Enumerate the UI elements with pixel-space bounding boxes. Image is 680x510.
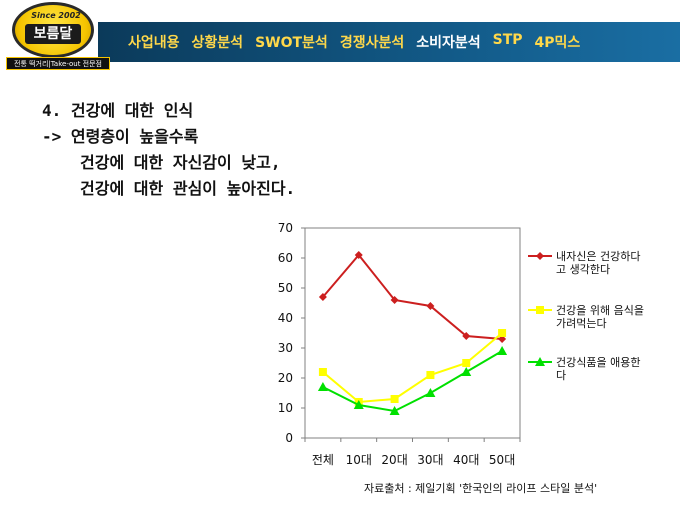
header: 사업내용 상황분석 SWOT분석 경쟁사분석 소비자분석 STP 4P믹스 Si… xyxy=(0,0,680,74)
legend-label: 가려먹는다 xyxy=(556,317,607,330)
logo-since: Since 2002 xyxy=(31,11,81,20)
text-line-1: -> 연령층이 높을수록 xyxy=(42,127,199,146)
series-line-1 xyxy=(322,253,503,340)
text-line-3: 건강에 대한 관심이 높아진다. xyxy=(80,179,296,198)
legend-marker-1 xyxy=(536,252,544,260)
nav-item-competitor[interactable]: 경쟁사분석 xyxy=(339,35,405,51)
series-3-point xyxy=(317,382,328,391)
text-line-2: 건강에 대한 자신감이 낮고, xyxy=(80,153,281,172)
y-tick-label: 50 xyxy=(278,281,293,295)
logo: Since 2002 보름달 전통 떡거리|Take-out 전문점 xyxy=(6,2,110,70)
nav-item-stp[interactable]: STP xyxy=(492,32,523,48)
x-tick-label: 50대 xyxy=(489,453,515,467)
legend-label: 건강식품을 애용한 xyxy=(556,356,640,369)
legend-marker-2 xyxy=(536,306,544,314)
nav-item-consumer[interactable]: 소비자분석 xyxy=(416,35,481,51)
nav-item-4p[interactable]: 4P믹스 xyxy=(534,35,581,51)
legend-label: 건강을 위해 음식을 xyxy=(556,303,644,317)
series-2-point xyxy=(498,329,507,337)
nav-item-swot[interactable]: SWOT분석 xyxy=(255,35,328,51)
x-tick-label: 전체 xyxy=(312,453,334,467)
y-tick-label: 70 xyxy=(278,221,293,235)
nav-item-business[interactable]: 사업내용 xyxy=(128,35,180,51)
nav-item-situation[interactable]: 상황분석 xyxy=(191,35,244,51)
legend-label: 고 생각한다 xyxy=(556,263,610,276)
logo-name: 보름달 xyxy=(25,24,81,44)
section-heading: 4. 건강에 대한 인식 xyxy=(42,101,194,120)
series-2-point xyxy=(390,395,399,403)
x-tick-label: 20대 xyxy=(381,453,407,467)
logo-tagline: 전통 떡거리|Take-out 전문점 xyxy=(6,57,110,70)
top-nav: 사업내용 상황분석 SWOT분석 경쟁사분석 소비자분석 STP 4P믹스 xyxy=(128,32,592,52)
x-tick-label: 30대 xyxy=(417,453,443,467)
series-line-2 xyxy=(322,332,503,404)
content-text: 4. 건강에 대한 인식 -> 연령층이 높을수록 건강에 대한 자신감이 낮고… xyxy=(42,98,295,202)
y-tick-label: 10 xyxy=(278,401,293,415)
series-3-point xyxy=(389,406,400,415)
plot-area xyxy=(304,227,521,439)
y-tick-label: 0 xyxy=(285,431,293,445)
series-2-point xyxy=(318,368,327,376)
series-1-point xyxy=(354,251,363,259)
header-band xyxy=(98,22,680,62)
series-1-point xyxy=(318,293,327,301)
series-1-point xyxy=(462,332,471,340)
logo-badge: Since 2002 보름달 xyxy=(12,2,94,58)
series-3-point xyxy=(497,346,508,355)
series-2-point xyxy=(462,359,471,367)
series-3-point xyxy=(425,388,436,397)
y-tick-label: 60 xyxy=(278,251,293,265)
series-1-point xyxy=(426,302,435,310)
series-line-3 xyxy=(322,350,503,413)
y-tick-label: 30 xyxy=(278,341,293,355)
legend-label: 다 xyxy=(556,369,566,382)
y-tick-label: 20 xyxy=(278,371,293,385)
y-tick-label: 40 xyxy=(278,311,293,325)
legend-marker-3 xyxy=(535,357,545,366)
legend-label: 내자신은 건강하다 xyxy=(556,249,640,263)
series-3-point xyxy=(461,367,472,376)
x-tick-label: 10대 xyxy=(346,453,372,467)
series-3-point xyxy=(353,400,364,409)
series-1-point xyxy=(390,296,399,304)
x-tick-label: 40대 xyxy=(453,453,479,467)
series-2-point xyxy=(426,371,435,379)
source-note: 자료출처 : 제일기획 '한국인의 라이프 스타일 분석' xyxy=(364,482,598,495)
